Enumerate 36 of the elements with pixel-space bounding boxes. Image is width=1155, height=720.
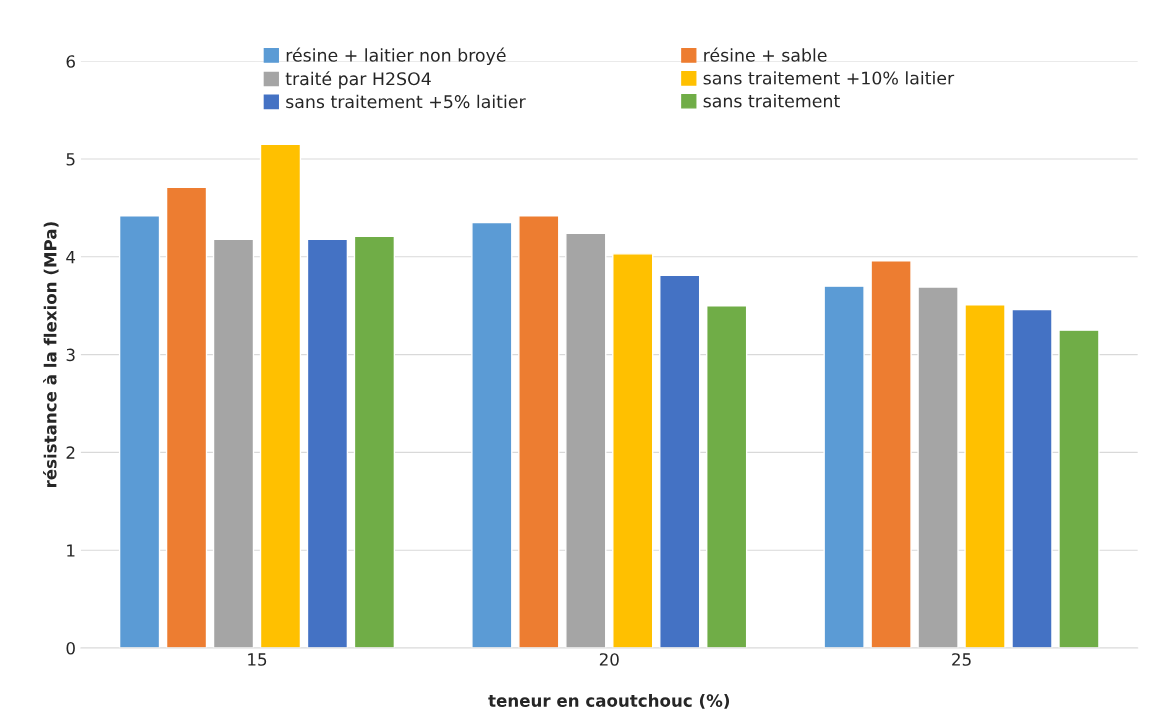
bar <box>612 253 654 648</box>
y-tick-label: 0 <box>66 641 75 655</box>
bar <box>1058 329 1100 648</box>
bar <box>259 143 302 648</box>
y-tick-label: 3 <box>66 348 75 362</box>
legend-label: sans traitement +10% laitier <box>703 71 955 85</box>
legend-label: sans traitement +5% laitier <box>286 94 526 109</box>
bar <box>471 221 513 648</box>
bar <box>118 215 161 648</box>
y-tick-label: 6 <box>66 55 75 68</box>
bar <box>165 186 208 648</box>
y-tick-label: 5 <box>66 153 75 166</box>
bar <box>823 285 865 648</box>
bar <box>964 304 1006 648</box>
legend-label: résine + laitier non broyé <box>286 47 506 66</box>
legend-label: résine + sable <box>704 47 827 62</box>
x-tick-label: 20 <box>599 653 619 666</box>
legend-label: sans traitement <box>703 94 840 108</box>
bar <box>306 238 349 648</box>
y-tick-label: 2 <box>66 446 75 459</box>
bar <box>1011 308 1053 648</box>
y-tick-label: 4 <box>66 250 76 264</box>
x-tick-label: 25 <box>952 653 971 666</box>
bar <box>353 235 396 648</box>
bar <box>706 305 748 648</box>
bar <box>917 286 959 648</box>
bar <box>565 232 607 648</box>
x-axis-title: teneur en caoutchouc (%) <box>488 693 730 709</box>
y-tick-label: 1 <box>67 544 75 557</box>
legend-label: traité par H2SO4 <box>285 71 431 89</box>
bar <box>870 260 912 648</box>
y-axis-title: résistance à la flexion (MPa) <box>43 222 59 488</box>
bar <box>659 274 701 648</box>
bar <box>212 238 255 648</box>
x-tick-label: 15 <box>248 653 267 666</box>
bar <box>518 215 560 648</box>
